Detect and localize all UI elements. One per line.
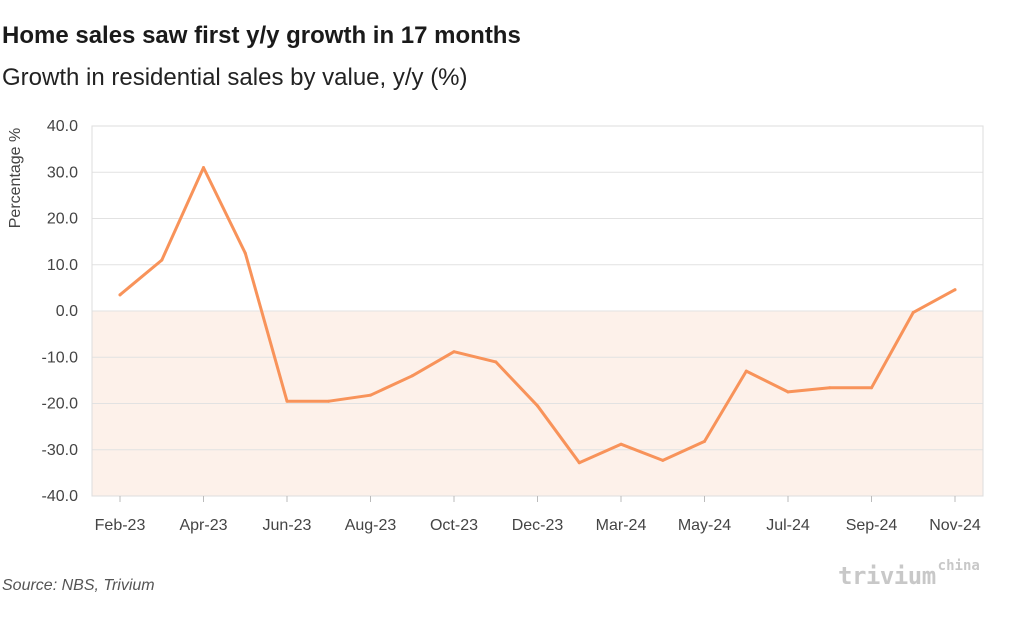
data-point xyxy=(786,390,790,394)
data-point xyxy=(369,393,372,397)
x-tick-label: Jul-24 xyxy=(766,517,810,534)
logo-word: trivium xyxy=(838,562,936,590)
source-note: Source: NBS, Trivium xyxy=(2,577,155,594)
series-points xyxy=(118,166,957,465)
data-point xyxy=(536,404,539,408)
y-tick-label: -10.0 xyxy=(42,349,79,366)
y-tick-label: -20.0 xyxy=(42,396,79,413)
data-point xyxy=(327,399,331,403)
data-point xyxy=(285,399,289,403)
data-point xyxy=(703,439,706,443)
data-point xyxy=(870,386,873,390)
x-tick-label: Sep-24 xyxy=(846,517,898,534)
y-tick-label: 30.0 xyxy=(47,164,78,181)
data-point xyxy=(577,461,581,465)
data-point xyxy=(953,288,957,292)
data-point xyxy=(744,369,748,373)
x-tick-label: Mar-24 xyxy=(596,517,647,534)
data-point xyxy=(494,360,498,364)
y-axis-label: Percentage % xyxy=(7,128,24,229)
data-point xyxy=(202,166,205,170)
y-tick-label: 20.0 xyxy=(47,211,78,228)
x-tick-label: Oct-23 xyxy=(430,517,478,534)
y-tick-label: 0.0 xyxy=(56,303,78,320)
data-point xyxy=(243,251,247,255)
y-tick-label: 40.0 xyxy=(47,118,78,135)
y-tick-label: -40.0 xyxy=(42,488,79,505)
data-point xyxy=(619,442,623,446)
x-tick-label: Apr-23 xyxy=(179,517,227,534)
data-point xyxy=(118,293,122,297)
x-tick-label: Jun-23 xyxy=(263,517,312,534)
data-point xyxy=(410,374,414,378)
x-tick-label: May-24 xyxy=(678,517,731,534)
x-tick-label: Dec-23 xyxy=(512,517,564,534)
data-point xyxy=(828,386,832,390)
x-tick-label: Aug-23 xyxy=(345,517,397,534)
trivium-china-logo: trivium china xyxy=(838,558,980,590)
chart-title: Home sales saw first y/y growth in 17 mo… xyxy=(2,22,521,49)
y-tick-label: -30.0 xyxy=(42,442,79,459)
data-point xyxy=(452,350,456,354)
chart-subtitle: Growth in residential sales by value, y/… xyxy=(2,64,468,91)
x-tick-label: Nov-24 xyxy=(929,517,981,534)
x-tick-label: Feb-23 xyxy=(95,517,146,534)
y-axis-ticks: 40.0 30.0 20.0 10.0 0.0 -10.0 -20.0 -30.0 -40.0 xyxy=(42,118,79,505)
data-point xyxy=(661,458,665,462)
data-point xyxy=(160,258,164,262)
logo-superscript: china xyxy=(937,558,980,574)
y-tick-label: 10.0 xyxy=(47,257,78,274)
x-axis-ticks: Feb-23 Apr-23 Jun-23 Aug-23 Oct-23 Dec-23 Mar-… xyxy=(95,496,981,534)
data-point xyxy=(911,310,915,314)
